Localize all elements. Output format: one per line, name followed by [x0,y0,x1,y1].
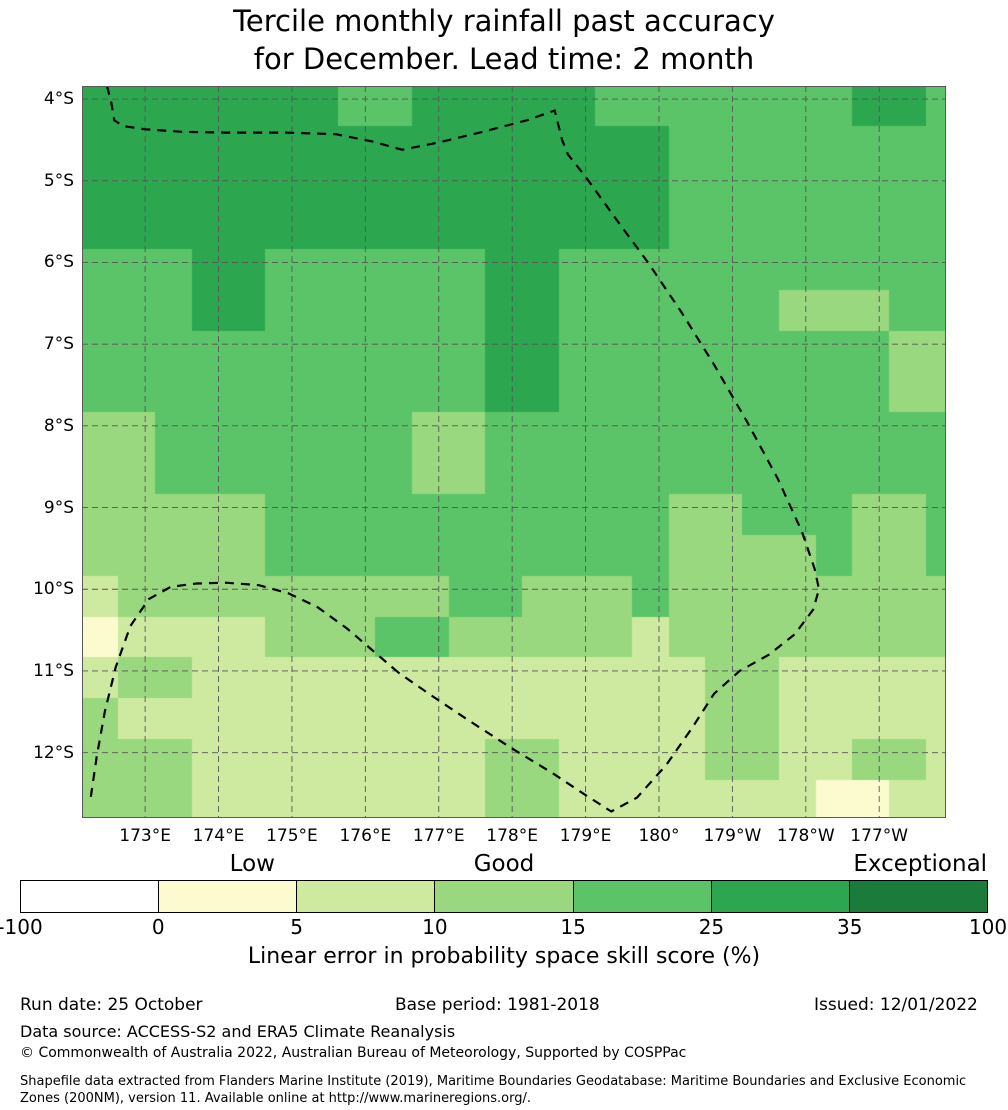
colorbar-tick-label: 35 [836,915,863,939]
y-axis-tick-label: 4°S [43,89,74,110]
x-axis-tick-label: 175°E [266,826,318,846]
colorbar-category-label: Good [473,851,535,877]
x-axis-tick-label: 174°E [192,826,245,846]
colorbar-segment [21,881,159,912]
y-axis-tick-label: 10°S [33,579,74,600]
run-date-text: Run date: 25 October [20,995,203,1015]
y-axis-tick-label: 7°S [43,334,74,355]
colorbar-category-label: Low [229,851,275,877]
x-axis-ticks: 173°E 174°E 175°E 176°E 177°E 178°E 179°E 180° 1… [0,826,1008,852]
data-source-text: Data source: ACCESS-S2 and ERA5 Climate … [20,1022,456,1041]
colorbar-tick-label: 10 [422,915,448,939]
colorbar-segment [434,881,573,912]
colorbar-segment [572,881,711,912]
y-axis-tick-label: 11°S [33,660,74,681]
x-axis-tick-label: 178°W [776,826,835,846]
footer-row-primary: Run date: 25 October Base period: 1981-2… [0,995,1008,1021]
x-axis-tick-label: 179°W [703,826,762,846]
x-axis-tick-label: 177°W [850,826,909,846]
shapefile-attribution-text: Shapefile data extracted from Flanders M… [20,1074,967,1106]
colorbar-tick-label: 15 [560,915,586,939]
colorbar-tick-label: 25 [698,915,725,939]
page-title: Tercile monthly rainfall past accuracy f… [233,4,775,76]
skill-score-heatmap [82,86,946,818]
map-plot-area [82,86,946,818]
colorbar-segment [158,881,297,912]
x-axis-tick-label: 176°E [339,826,392,846]
y-axis-ticks: 4°S 5°S 6°S 7°S 8°S 9°S 10°S 11°S 12°S [0,86,74,818]
issued-date-text: Issued: 12/01/2022 [814,995,978,1015]
colorbar-segment [296,881,435,912]
colorbar-tick-label: 100 [968,915,1008,939]
colorbar-tick-label: -100 [0,915,43,939]
colorbar-tick-labels: -100 0 5 10 15 25 35 100 [0,915,1008,941]
base-period-text: Base period: 1981-2018 [395,995,600,1015]
colorbar [20,880,988,913]
colorbar-segment [848,881,987,912]
y-axis-tick-label: 12°S [33,742,74,763]
x-axis-tick-label: 180° [638,826,680,846]
colorbar-axis-label: Linear error in probability space skill … [247,944,761,969]
y-axis-tick-label: 6°S [43,252,74,273]
colorbar-tick-label: 0 [151,915,165,939]
copyright-text: © Commonwealth of Australia 2022, Austra… [20,1045,687,1061]
colorbar-segment [710,881,849,912]
x-axis-tick-label: 177°E [412,826,465,846]
footer: Run date: 25 October Base period: 1981-2… [0,995,1008,1106]
colorbar-category-label: Exceptional [853,851,988,877]
y-axis-tick-label: 9°S [43,497,74,518]
x-axis-tick-label: 178°E [486,826,539,846]
y-axis-tick-label: 5°S [43,170,74,191]
x-axis-tick-label: 173°E [119,826,171,846]
colorbar-tick-label: 5 [290,915,303,939]
x-axis-tick-label: 179°E [559,826,612,846]
y-axis-tick-label: 8°S [43,415,74,436]
colorbar-category-labels: Low Good Exceptional [20,851,988,878]
